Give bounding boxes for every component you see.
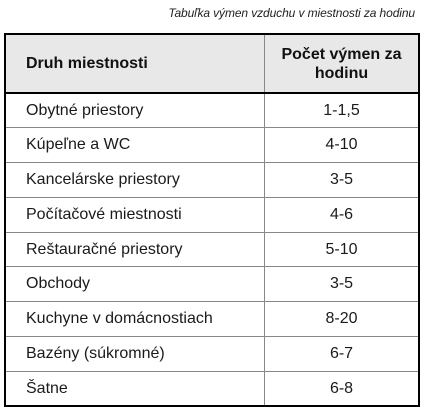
room-type-cell: Kancelárske priestory: [5, 162, 265, 198]
room-type-cell: Obytné priestory: [5, 93, 265, 128]
table-row: Obchody 3-5: [5, 266, 419, 302]
exchange-rate-cell: 1-1,5: [323, 101, 360, 119]
table-caption: Tabuľka výmen vzduchu v miestnosti za ho…: [168, 6, 415, 20]
table-row: Reštauračné priestory 5-10: [5, 231, 419, 267]
table-row: Kúpeľne a WC 4-10: [5, 127, 419, 163]
header-room-type: Druh miestnosti: [5, 34, 265, 94]
room-type-cell: Šatne: [5, 370, 265, 407]
table-row: Obytné priestory 1-1,5: [5, 93, 419, 128]
table-row: Kancelárske priestory 3-5: [5, 162, 419, 198]
room-type-cell: Kúpeľne a WC: [5, 127, 265, 163]
header-exchange-rate: Počet výmen za hodinu: [264, 34, 419, 94]
room-type-cell: Kuchyne v domácnostiach: [5, 301, 265, 337]
exchange-rate-cell: 3-5: [264, 162, 419, 198]
exchange-rate-cell: 3-5: [264, 266, 419, 302]
exchange-rate-cell: 5-10: [264, 231, 419, 267]
table-row: Bazény (súkromné) 6-7: [5, 336, 419, 372]
table-row: Počítačové miestnosti 4-6: [5, 196, 419, 233]
room-type-cell: Obchody: [5, 266, 265, 302]
air-exchange-table: Druh miestnosti Počet výmen za hodinu Ob…: [4, 33, 420, 408]
exchange-rate-cell: 6-8: [264, 370, 419, 407]
exchange-rate-cell: 6-7: [264, 336, 419, 372]
table-row: Kuchyne v domácnostiach 8-20: [5, 301, 419, 337]
exchange-rate-cell: 4-10: [264, 127, 419, 163]
room-type-cell: Bazény (súkromné): [5, 336, 265, 372]
exchange-rate-cell: 8-20: [264, 301, 419, 337]
table-header-row: Druh miestnosti Počet výmen za hodinu: [5, 34, 419, 94]
room-type-cell: Reštauračné priestory: [5, 231, 265, 267]
room-type-cell: Počítačové miestnosti: [5, 196, 265, 233]
exchange-rate-cell: 4-6: [264, 196, 419, 233]
table-row: Šatne 6-8: [5, 370, 419, 407]
